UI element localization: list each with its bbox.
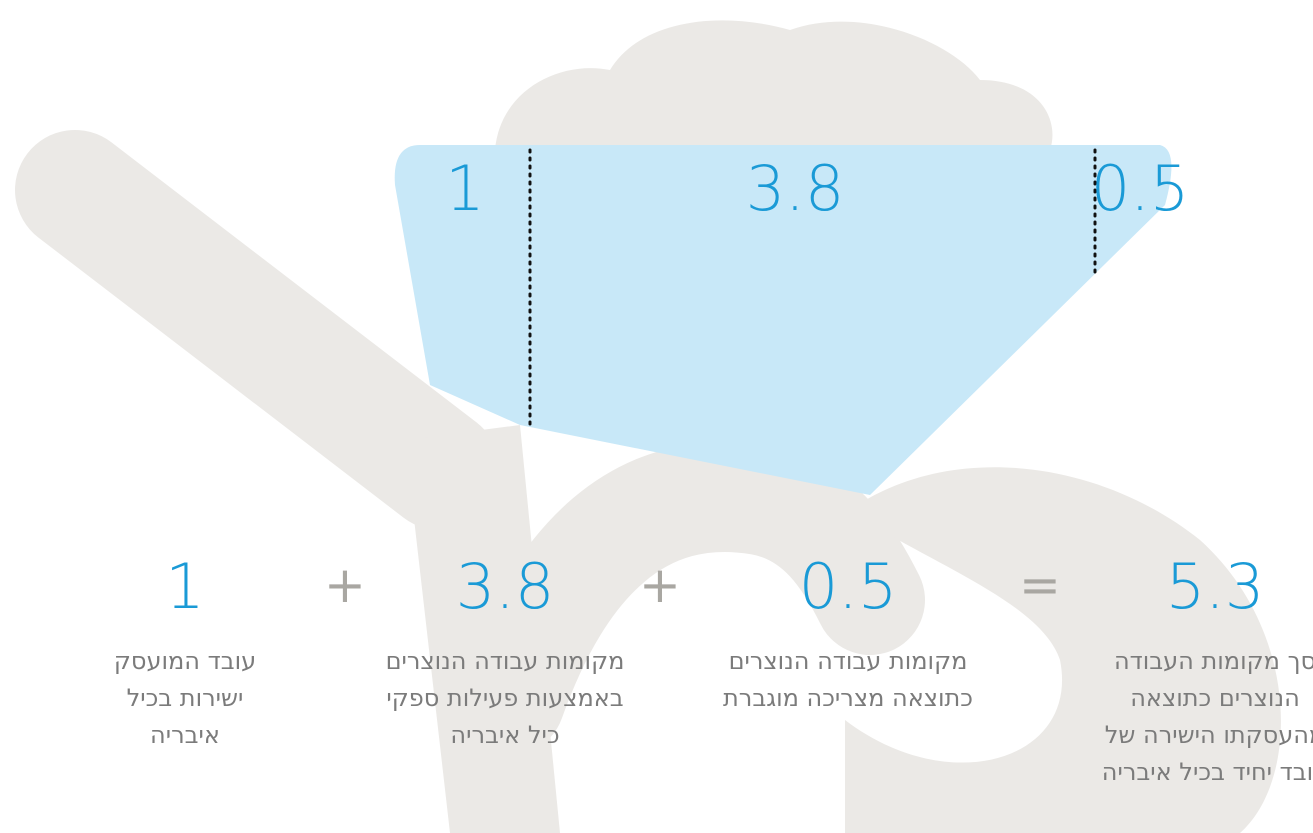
term-caption: מהעסקתו הישירה של [1105,721,1313,749]
term-caption: סך מקומות העבודה [1114,647,1313,675]
bucket-value: 1 [445,152,484,225]
frame [455,442,925,755]
term-caption: כיל איבריה [450,721,559,749]
bucket-value: 3.8 [746,152,845,225]
term-caption: הנוצרים כתוצאה [1130,684,1300,712]
term-value: 0.5 [799,550,898,623]
mound [495,20,1053,150]
term-caption: באמצעות פעילות ספקי [386,684,623,712]
handle [15,130,500,530]
term-caption: ישירות בכיל [127,684,244,712]
bucket [394,145,1172,495]
term-value: 5.3 [1166,550,1265,623]
wheelbarrow [15,20,1281,833]
bucket-value: 0.5 [1091,152,1190,225]
term-value: 1 [165,550,204,623]
operator: = [1019,556,1061,614]
term-caption: עובד יחיד בכיל איבריה [1102,758,1313,786]
term-caption: כתוצאה מצריכה מוגברת [723,684,973,712]
wheel [845,467,1281,833]
term-caption: מקומות עבודה הנוצרים [729,647,968,675]
term-caption: עובד המועסק [114,647,256,675]
operator: + [324,556,366,614]
term-value: 3.8 [456,550,555,623]
equation: 1 עובד המועסק ישירות בכיל איבריה 3.8 מקומות ע… [114,550,1313,786]
term-caption: מקומות עבודה הנוצרים [386,647,625,675]
bucket-labels: 1 3.8 0.5 [445,152,1189,225]
operator: + [639,556,681,614]
term-caption: איבריה [150,721,220,749]
